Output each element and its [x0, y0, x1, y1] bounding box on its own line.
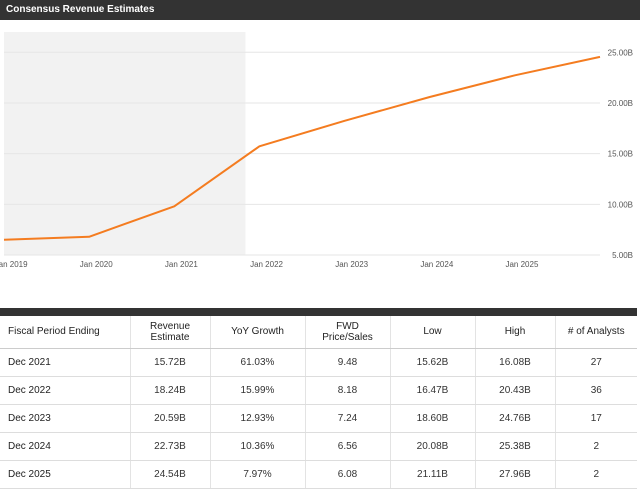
x-tick-label: Jan 2022: [250, 260, 283, 269]
cell-low: 16.47B: [389, 376, 475, 405]
table-header-row: Fiscal Period Ending Revenue Estimate YoY…: [0, 316, 637, 349]
estimates-table: Fiscal Period Ending Revenue Estimate YoY…: [0, 316, 637, 489]
x-tick-label: Jan 2021: [165, 260, 198, 269]
y-tick-label: 25.00B: [608, 48, 633, 57]
historical-shade: [4, 32, 246, 255]
cell-low: 15.62B: [389, 348, 475, 377]
table-row: Dec 2023 20.59B 12.93% 7.24 18.60B 24.76…: [0, 404, 637, 433]
cell-analysts: 2: [554, 432, 637, 461]
cell-analysts: 17: [554, 404, 637, 433]
chart-title: Consensus Revenue Estimates: [0, 0, 640, 20]
col-header-low: Low: [389, 316, 475, 349]
table-row: Dec 2024 22.73B 10.36% 6.56 20.08B 25.38…: [0, 432, 637, 461]
cell-revenue-estimate: 15.72B: [129, 348, 210, 377]
cell-analysts: 2: [554, 460, 637, 489]
table-header-bar: [0, 308, 637, 316]
y-tick-label: 10.00B: [608, 200, 633, 209]
cell-low: 21.11B: [389, 460, 475, 489]
cell-low: 20.08B: [389, 432, 475, 461]
col-header-fiscal-period: Fiscal Period Ending: [0, 316, 130, 349]
cell-high: 20.43B: [474, 376, 555, 405]
cell-fwd-price-sales: 6.56: [304, 432, 390, 461]
cell-high: 25.38B: [474, 432, 555, 461]
cell-fiscal-period: Dec 2025: [0, 460, 130, 489]
cell-yoy-growth: 61.03%: [209, 348, 305, 377]
table-row: Dec 2025 24.54B 7.97% 6.08 21.11B 27.96B…: [0, 460, 637, 489]
col-header-analysts: # of Analysts: [554, 316, 637, 349]
cell-high: 16.08B: [474, 348, 555, 377]
table-row: Dec 2022 18.24B 15.99% 8.18 16.47B 20.43…: [0, 376, 637, 405]
cell-revenue-estimate: 22.73B: [129, 432, 210, 461]
cell-fwd-price-sales: 6.08: [304, 460, 390, 489]
cell-fwd-price-sales: 8.18: [304, 376, 390, 405]
cell-high: 27.96B: [474, 460, 555, 489]
revenue-line-chart: 5.00B 10.00B 15.00B 20.00B 25.00B Jan 2019 Jan…: [0, 32, 633, 269]
col-header-high: High: [474, 316, 555, 349]
cell-analysts: 27: [554, 348, 637, 377]
y-tick-label: 20.00B: [608, 99, 633, 108]
cell-fiscal-period: Dec 2021: [0, 348, 130, 377]
cell-yoy-growth: 7.97%: [209, 460, 305, 489]
col-header-revenue-estimate: Revenue Estimate: [129, 316, 210, 349]
cell-fwd-price-sales: 7.24: [304, 404, 390, 433]
cell-low: 18.60B: [389, 404, 475, 433]
cell-yoy-growth: 15.99%: [209, 376, 305, 405]
cell-fwd-price-sales: 9.48: [304, 348, 390, 377]
cell-revenue-estimate: 24.54B: [129, 460, 210, 489]
cell-revenue-estimate: 18.24B: [129, 376, 210, 405]
y-tick-label: 15.00B: [608, 150, 633, 159]
cell-revenue-estimate: 20.59B: [129, 404, 210, 433]
cell-fiscal-period: Dec 2022: [0, 376, 130, 405]
cell-yoy-growth: 12.93%: [209, 404, 305, 433]
x-tick-label: Jan 2024: [420, 260, 453, 269]
cell-analysts: 36: [554, 376, 637, 405]
cell-fiscal-period: Dec 2024: [0, 432, 130, 461]
cell-yoy-growth: 10.36%: [209, 432, 305, 461]
col-header-fwd-price-sales: FWD Price/Sales: [304, 316, 390, 349]
cell-fiscal-period: Dec 2023: [0, 404, 130, 433]
x-tick-label: Jan 2025: [505, 260, 538, 269]
y-tick-label: 5.00B: [612, 251, 633, 260]
x-tick-label: Jan 2020: [80, 260, 113, 269]
cell-high: 24.76B: [474, 404, 555, 433]
revenue-series-line: [3, 55, 601, 241]
table-row: Dec 2021 15.72B 61.03% 9.48 15.62B 16.08…: [0, 348, 637, 377]
col-header-yoy-growth: YoY Growth: [209, 316, 305, 349]
x-tick-label: Jan 2019: [0, 260, 28, 269]
x-tick-label: Jan 2023: [335, 260, 368, 269]
